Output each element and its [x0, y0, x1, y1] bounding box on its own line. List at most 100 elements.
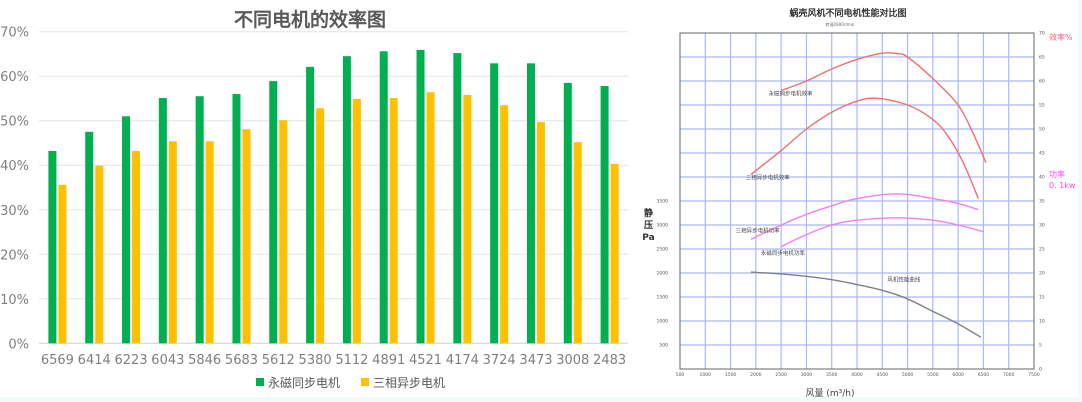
x-tick-label: 500: [676, 372, 685, 378]
right-tick-label: 60: [1039, 79, 1045, 85]
left-tick-label: 1500: [657, 295, 669, 301]
x-tick-label: 5112: [335, 353, 368, 368]
x-tick-label: 2483: [593, 353, 626, 368]
bar-pm-5683: [232, 94, 241, 344]
pm-efficiency-curve: [780, 52, 987, 163]
y-tick-label: 10%: [0, 293, 29, 308]
bar-induction-4521: [426, 92, 435, 344]
series-label: 永磁同步电机效率: [769, 89, 814, 97]
left-tick-label: 3000: [657, 223, 669, 229]
right-tick-label: 40: [1039, 175, 1045, 181]
x-tick-label: 3500: [826, 372, 838, 378]
x-tick-label: 2500: [775, 372, 787, 378]
fan-performance-curve: [750, 271, 982, 338]
right-tick-label: 65: [1039, 55, 1045, 61]
bar-induction-5112: [352, 98, 361, 344]
left-tick-label: 500: [659, 343, 668, 349]
power-axis-label-1: 功率: [1049, 169, 1065, 179]
right-tick-label: 30: [1039, 223, 1045, 229]
legend-swatch-yellow: [361, 378, 369, 386]
x-tick-label: 3000: [801, 372, 813, 378]
bar-pm-3473: [526, 63, 535, 344]
right-tick-label: 45: [1039, 151, 1045, 157]
x-tick-label: 3473: [519, 353, 552, 368]
y-tick-label: 60%: [0, 70, 29, 85]
bar-pm-5380: [306, 66, 315, 344]
left-tick-label: 2000: [657, 271, 669, 277]
bar-induction-5683: [242, 129, 251, 344]
left-axis-label: 静压 Pa: [642, 209, 655, 243]
x-tick-label: 5683: [225, 353, 258, 368]
bar-induction-5846: [205, 141, 214, 344]
efficiency-bar-chart-panel: 不同电机的效率图 0% 10% 20% 30% 40% 50% 60% 70% 6569 641…: [0, 0, 640, 397]
x-tick-label: 5612: [262, 353, 295, 368]
y-tick-label: 40%: [0, 159, 29, 174]
x-tick-label: 5500: [927, 372, 939, 378]
bar-induction-4891: [389, 98, 398, 344]
bar-pm-5846: [195, 96, 204, 344]
bar-pm-4891: [379, 51, 388, 344]
legend: 永磁同步电机 三相异步电机: [256, 375, 445, 390]
series-label: 三相异步电机效率: [746, 173, 791, 181]
legend-swatch-green: [256, 378, 264, 386]
bar-pm-5612: [269, 81, 278, 344]
bar-pm-4174: [453, 53, 462, 344]
right-tick-label: 20: [1039, 271, 1045, 277]
right-tick-label: 70: [1039, 31, 1045, 37]
bar-pm-6414: [85, 131, 94, 344]
fan-performance-chart: 蜗壳风机不同电机性能对比图 转速2900r/min 500 1000 1500 200…: [657, 7, 1076, 399]
bar-induction-2483: [610, 163, 619, 344]
legend-label-induction: 三相异步电机: [373, 376, 445, 390]
plot-border: [679, 32, 1035, 370]
bar-induction-3473: [536, 122, 545, 344]
x-tick-label: 6043: [151, 353, 184, 368]
pm-power-curve: [780, 217, 984, 248]
chart-subtitle: 转速2900r/min: [826, 21, 855, 27]
bar-pm-6043: [158, 98, 167, 344]
bar-pm-5112: [342, 56, 351, 344]
left-tick-label: 3500: [657, 199, 669, 205]
x-tick-label: 7000: [1003, 372, 1015, 378]
legend-label-pm: 永磁同步电机: [268, 375, 340, 390]
right-tick-label: 15: [1039, 295, 1045, 301]
series-label: 风机性能曲线: [887, 276, 921, 284]
x-tick-label: 6414: [78, 353, 111, 368]
x-tick-label: 5000: [902, 372, 914, 378]
x-axis-label: 风量 (m³/h): [806, 388, 855, 397]
efficiency-axis-label: 效率%: [1049, 32, 1073, 42]
bar-induction-6043: [168, 141, 177, 344]
right-tick-label: 25: [1039, 247, 1045, 253]
x-tick-label: 5846: [188, 353, 221, 368]
x-tick-label: 2000: [750, 372, 762, 378]
y-tick-label: 0%: [8, 337, 29, 352]
efficiency-bar-chart: 不同电机的效率图 0% 10% 20% 30% 40% 50% 60% 70% 6569 641…: [0, 8, 628, 390]
induction-power-curve: [750, 193, 979, 241]
x-tick-label: 7500: [1028, 372, 1040, 378]
x-tick-label: 4000: [851, 372, 863, 378]
bar-induction-6414: [95, 165, 104, 344]
x-tick-label: 5380: [299, 353, 332, 368]
x-tick-label: 1000: [700, 372, 712, 378]
power-axis-label-2: 0. 1kw: [1049, 181, 1076, 190]
x-tick-label: 6000: [952, 372, 964, 378]
series-label: 三相异步电机功率: [736, 227, 781, 235]
bar-induction-6569: [58, 184, 67, 344]
right-tick-label: 35: [1039, 199, 1045, 205]
bar-induction-4174: [463, 94, 472, 344]
x-tick-label: 6500: [978, 372, 990, 378]
x-tick-label: 3724: [483, 353, 516, 368]
left-tick-label: 1000: [657, 319, 669, 325]
right-tick-label: 10: [1039, 319, 1045, 325]
bar-induction-5380: [316, 108, 325, 344]
bar-pm-6569: [48, 150, 57, 344]
bar-induction-3724: [500, 105, 509, 344]
x-tick-label: 4521: [409, 353, 442, 368]
y-tick-label: 50%: [0, 115, 29, 130]
left-tick-label: 2500: [657, 247, 669, 253]
bar-pm-6223: [122, 116, 131, 344]
right-tick-label: 50: [1039, 127, 1045, 133]
x-tick-label: 6569: [41, 353, 74, 368]
x-tick-label: 4891: [372, 353, 405, 368]
chart-title: 不同电机的效率图: [234, 8, 386, 31]
fan-performance-chart-panel: 蜗壳风机不同电机性能对比图 转速2900r/min 500 1000 1500 200…: [640, 0, 1078, 399]
